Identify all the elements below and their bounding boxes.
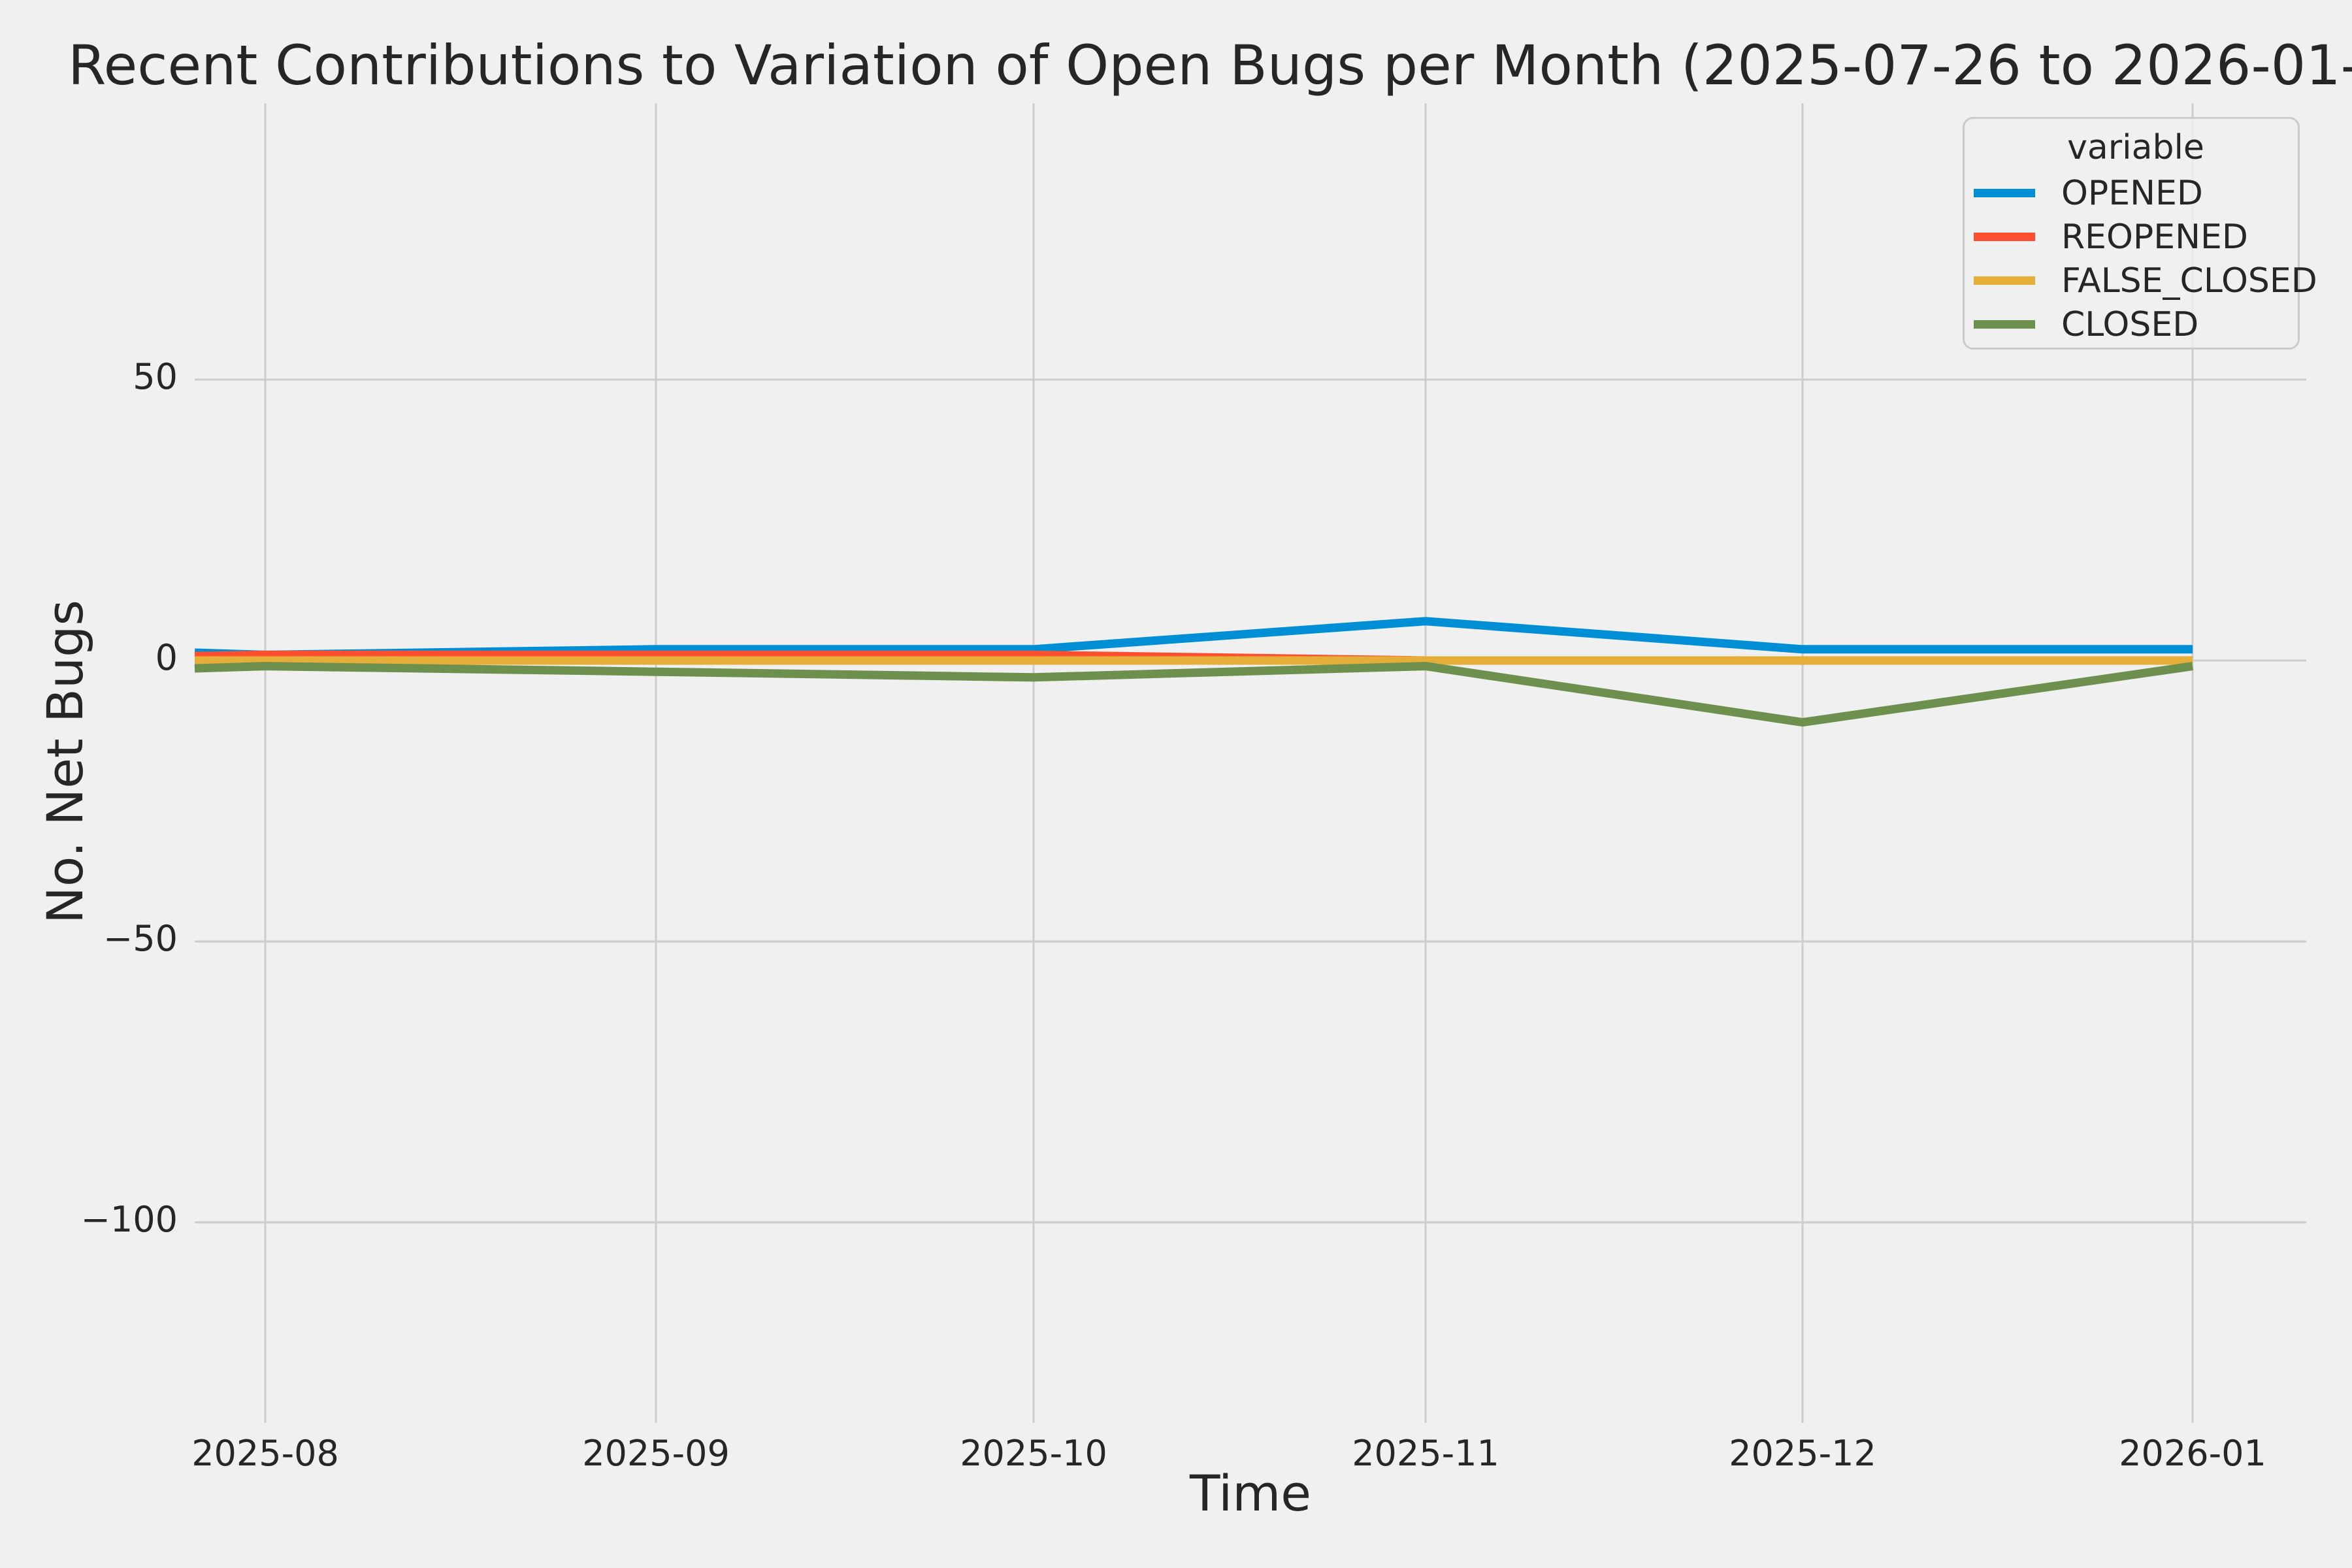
y-axis-label: No. Net Bugs xyxy=(36,599,94,924)
legend-entry-REOPENED: REOPENED xyxy=(1974,215,2298,259)
legend-label-OPENED: OPENED xyxy=(2061,173,2203,213)
legend-label-CLOSED: CLOSED xyxy=(2061,304,2199,344)
y-tick-label--100: −100 xyxy=(80,1199,178,1240)
x-axis-label: Time xyxy=(1190,1464,1311,1522)
chart-title: Recent Contributions to Variation of Ope… xyxy=(68,33,2352,97)
x-tick-label-2026-01: 2026-01 xyxy=(2119,1433,2266,1474)
legend-entry-FALSE_CLOSED: FALSE_CLOSED xyxy=(1974,259,2317,302)
y-tick-label--50: −50 xyxy=(103,918,178,959)
x-tick-label-2025-10: 2025-10 xyxy=(960,1433,1107,1474)
series-lines-layer xyxy=(194,617,2193,727)
series-line-CLOSED xyxy=(194,662,2193,727)
legend-label-FALSE_CLOSED: FALSE_CLOSED xyxy=(2061,261,2317,301)
legend-entry-CLOSED: CLOSED xyxy=(1974,302,2298,346)
legend-swatch-CLOSED xyxy=(1974,320,2035,329)
y-tick-label-0: 0 xyxy=(155,637,178,678)
series-line-OPENED xyxy=(194,617,2193,659)
legend-swatch-FALSE_CLOSED xyxy=(1974,276,2035,285)
x-tick-label-2025-08: 2025-08 xyxy=(191,1433,339,1474)
x-tick-label-2025-09: 2025-09 xyxy=(582,1433,730,1474)
x-tick-label-2025-11: 2025-11 xyxy=(1352,1433,1499,1474)
legend-entry-OPENED: OPENED xyxy=(1974,171,2298,215)
x-tick-label-2025-12: 2025-12 xyxy=(1729,1433,1876,1474)
y-tick-label-50: 50 xyxy=(133,356,178,397)
legend-title: variable xyxy=(2067,128,2204,167)
legend-entries: OPENED REOPENED FALSE_CLOSED CLOSED xyxy=(1974,171,2317,346)
legend-swatch-REOPENED xyxy=(1974,233,2035,241)
legend-label-REOPENED: REOPENED xyxy=(2061,217,2248,257)
legend-box: variable OPENED REOPENED FALSE_CLOSED CLOSE… xyxy=(1963,117,2317,350)
legend-swatch-OPENED xyxy=(1974,189,2035,197)
